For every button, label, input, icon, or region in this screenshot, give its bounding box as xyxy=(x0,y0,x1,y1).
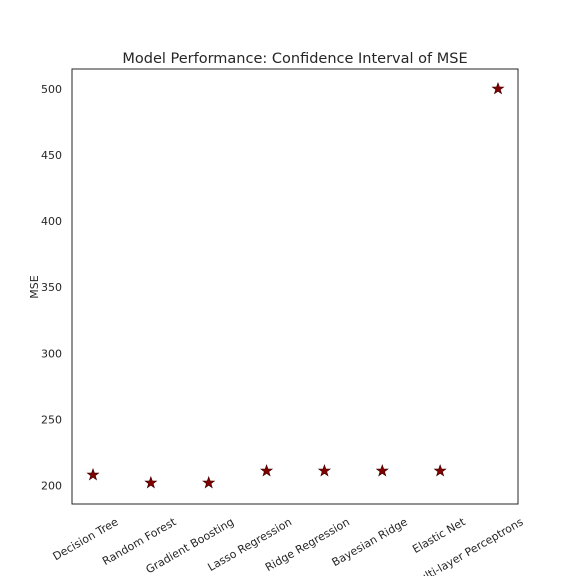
data-point-star xyxy=(202,475,216,489)
chart-title: Model Performance: Confidence Interval o… xyxy=(122,51,467,67)
data-point-star xyxy=(317,464,331,477)
y-axis-label: MSE xyxy=(28,275,41,298)
data-point-star xyxy=(86,467,100,481)
plot-frame xyxy=(71,68,519,505)
y-tick-label: 500 xyxy=(41,83,62,96)
y-axis-ticks: 200 250 300 350 400 450 500 xyxy=(41,83,62,493)
y-tick-label: 450 xyxy=(41,149,62,162)
data-point-star xyxy=(375,464,389,477)
data-points xyxy=(86,81,505,489)
data-point-star xyxy=(433,464,447,477)
y-tick-label: 300 xyxy=(41,347,62,360)
data-point-star xyxy=(260,464,274,477)
data-point-star xyxy=(491,81,505,95)
y-tick-label: 250 xyxy=(41,413,62,426)
y-tick-label: 200 xyxy=(41,479,62,492)
y-tick-label: 400 xyxy=(41,215,62,228)
data-point-star xyxy=(144,475,158,489)
y-tick-label: 350 xyxy=(41,281,62,294)
